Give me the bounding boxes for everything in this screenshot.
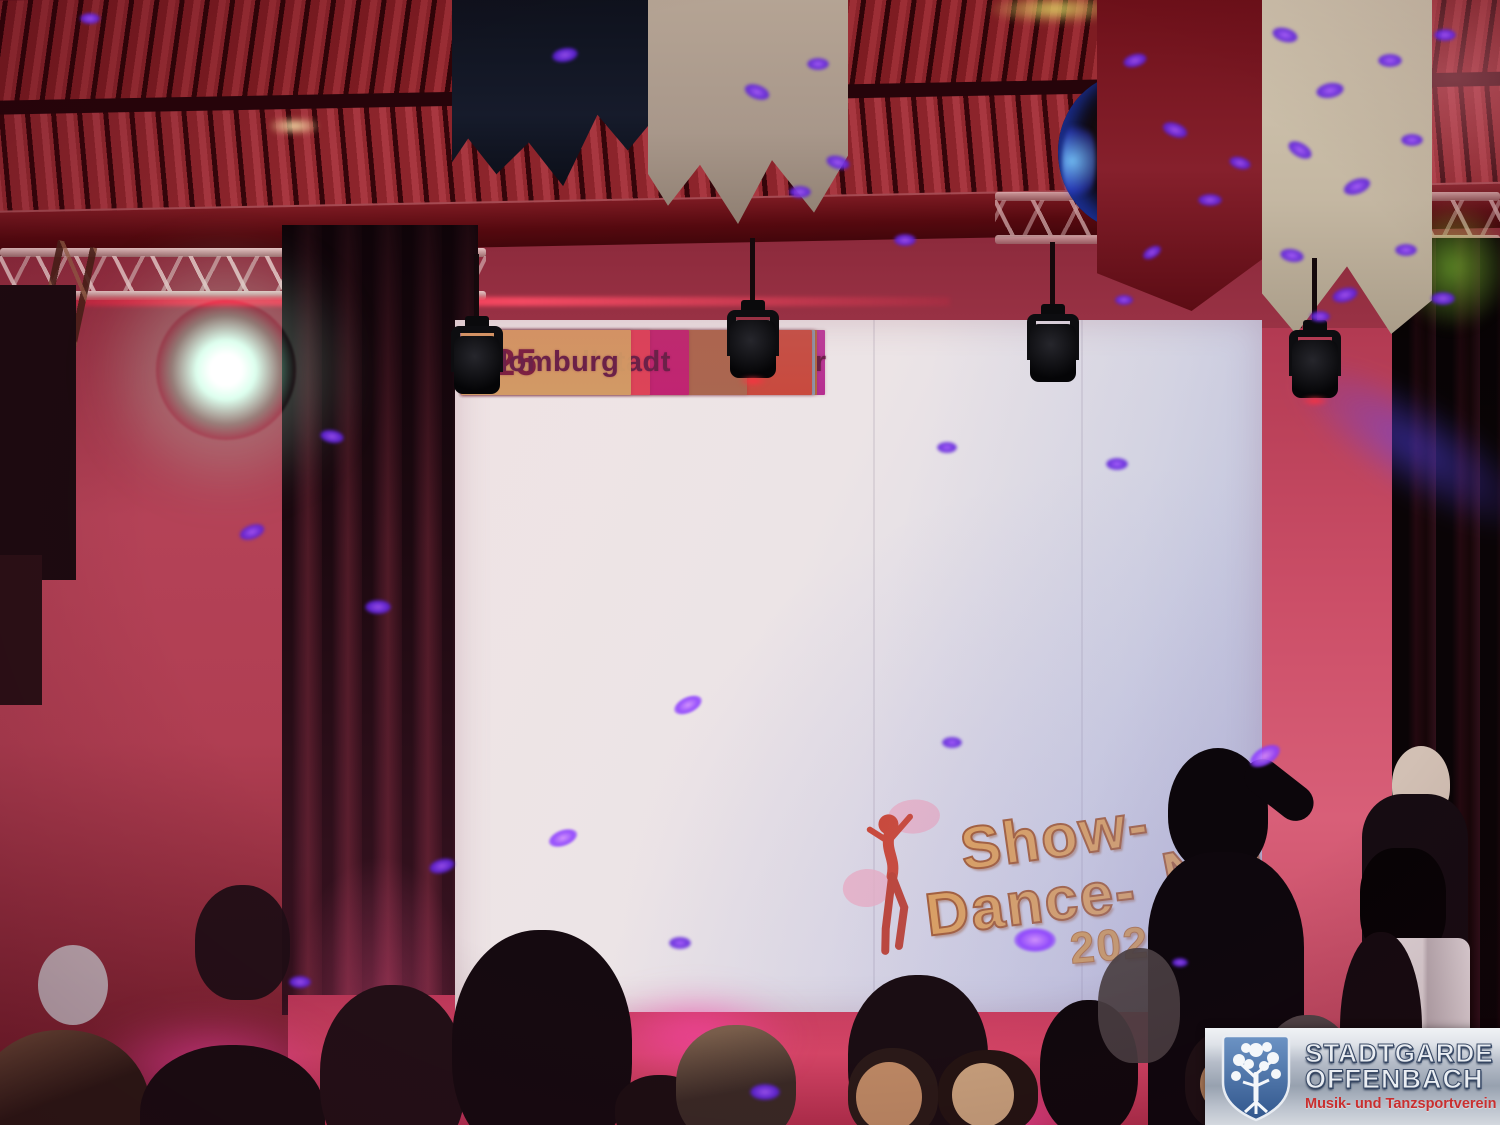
club-subtitle: Musik- und Tanzsportverein <box>1305 1096 1497 1112</box>
audience-face <box>952 1063 1014 1125</box>
hanging-banner-beige <box>648 0 848 224</box>
hanging-banner-red <box>1097 0 1269 311</box>
club-name-line1: STADTGARDE <box>1305 1038 1494 1069</box>
dark-curtain-left <box>282 225 478 1035</box>
audience-head <box>320 985 465 1125</box>
dancer-illustration <box>842 799 940 955</box>
small-light-bar <box>270 118 318 134</box>
audience-head <box>452 930 632 1125</box>
screen-seam <box>873 320 875 1012</box>
hanging-banner-cream <box>1262 0 1432 334</box>
screen-seam <box>1081 320 1083 1012</box>
audience-head <box>195 885 290 1000</box>
projection-screen: 1Offenbach445Mainfränkischer Meister2440… <box>455 320 1262 1012</box>
spotlight-glare <box>156 300 296 440</box>
dark-equipment-left-lower <box>0 555 42 705</box>
audience-light-clothing <box>38 945 108 1025</box>
audience-head <box>676 1025 796 1125</box>
disco-dot <box>1330 284 1360 306</box>
dark-equipment-left <box>0 285 76 580</box>
club-logo-banner: STADTGARDE OFFENBACH Musik- und Tanzspor… <box>1205 1028 1500 1125</box>
club-crest-shield-icon <box>1221 1034 1291 1122</box>
disco-dot <box>1115 295 1133 305</box>
audience-face <box>856 1062 922 1125</box>
team-label: Homburg <box>487 346 620 378</box>
disco-dot <box>237 520 267 544</box>
club-name-line2: OFFENBACH <box>1305 1064 1484 1095</box>
disco-ball-highlight <box>1062 118 1096 204</box>
audience-head <box>1098 948 1180 1063</box>
